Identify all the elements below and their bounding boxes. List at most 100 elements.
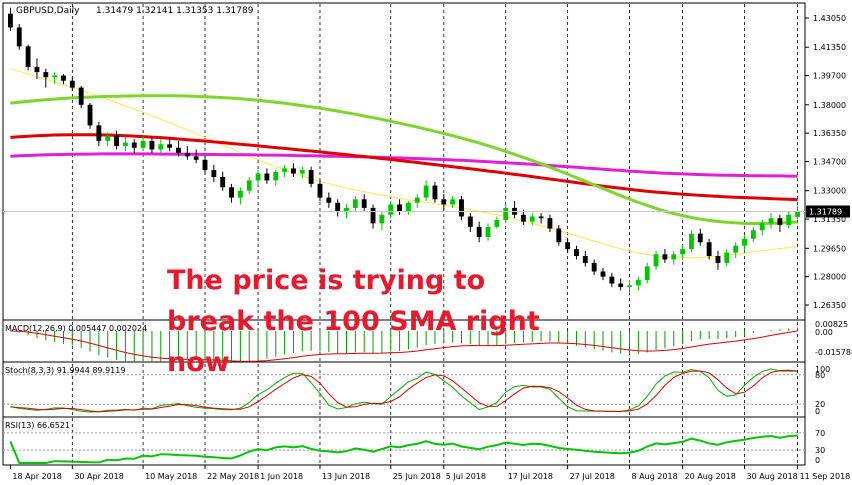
candle [299,166,305,179]
rsi-label: RSI(13) 66.6521 [5,421,70,430]
candle-body [450,199,456,205]
stoch-signal-line [10,369,798,413]
candle [370,204,376,229]
candle [715,250,721,270]
candle-body [635,280,641,286]
candle [87,103,93,129]
candle [503,204,509,224]
time-tick-label: 18 Apr 2018 [12,472,61,481]
candle [25,44,31,71]
candle-body [485,226,491,238]
candle-body [361,199,367,208]
candle-body [16,27,22,47]
candle-body [34,66,40,73]
candle-body [229,187,234,198]
candle [591,259,597,275]
candle-body [397,204,403,212]
candle [547,214,553,232]
candle [680,243,686,260]
candle-body [405,202,411,212]
candle-body [503,207,509,220]
candle [352,195,358,212]
candle [556,225,562,246]
candle [78,85,84,109]
candle-body [87,104,93,126]
candle [202,156,208,174]
candle-body [750,230,756,239]
candle-body [105,135,111,141]
candle [520,209,526,226]
candle [467,213,473,232]
candle-body [158,144,164,150]
candle [167,137,173,152]
candle-body [140,140,146,148]
candle-body [282,168,288,172]
candle-body [459,199,464,217]
candle [317,180,323,202]
candle [609,273,615,287]
macd-label: MACD(12,26,9) 0.005447 0.002024 [5,324,147,333]
candle-body [25,46,31,67]
candle [689,230,694,253]
annotation-line-2: break the 100 SMA right [167,306,540,337]
candle [759,219,765,236]
macd-tick-label: 0.00 [815,328,833,337]
candle [273,170,279,186]
candle-body [609,276,615,284]
time-axis: 18 Apr 2018 30 Apr 2018 10 May 2018 22 May … [9,465,850,481]
price-tick-label: 1.29650 [813,244,846,253]
candle-body [43,72,49,78]
candle [7,7,13,31]
price-tick-label: 1.34700 [813,158,846,167]
price-tick-label: 1.38000 [813,101,846,110]
candle [69,77,75,92]
candle [671,250,677,265]
candle-body [176,147,181,153]
candle [441,194,447,210]
candle [255,170,261,186]
candle [644,262,650,284]
time-tick-label: 5 Jul 2018 [446,472,486,481]
candle-body [697,233,703,243]
candle-body [671,254,677,260]
candle-body [618,283,624,287]
current-price-box [806,205,850,218]
candle-body [680,249,686,255]
candle [538,213,544,224]
sma-200-line [10,152,798,178]
candle-body [538,216,544,219]
candle-body [653,254,659,267]
candle [476,221,482,243]
candle [423,180,429,202]
candle [653,250,659,270]
candle [105,132,111,147]
time-tick-label: 30 Apr 2018 [74,472,123,481]
sma-100-line [10,133,798,202]
candle [158,139,164,153]
candle [529,213,535,226]
candle-body [556,228,562,243]
time-tick-label: 10 May 2018 [145,472,197,481]
candle [335,199,341,217]
price-axis: 1.43050 1.41350 1.39700 1.38000 1.36350 1.347… [805,14,846,310]
candle-body [273,171,279,181]
stoch-label: Stoch(8,3,3) 91.9944 89.9119 [5,366,125,375]
candle [96,121,102,147]
candle [494,216,500,229]
candle-body [574,249,579,257]
candle [397,199,403,215]
chart-header-ohlc: 1.31479 1.32141 1.31353 1.31789 [96,6,254,16]
candle [131,139,137,153]
macd-tick-label: 0.00825 [815,320,848,329]
candle-body [122,142,128,147]
candle [229,183,234,203]
candle [114,130,119,150]
macd-tick-label: -0.015788 [815,348,852,357]
candle-body [432,185,438,200]
candle-body [742,238,747,246]
current-price-label: 1.31789 [809,208,842,217]
candle [485,223,491,241]
